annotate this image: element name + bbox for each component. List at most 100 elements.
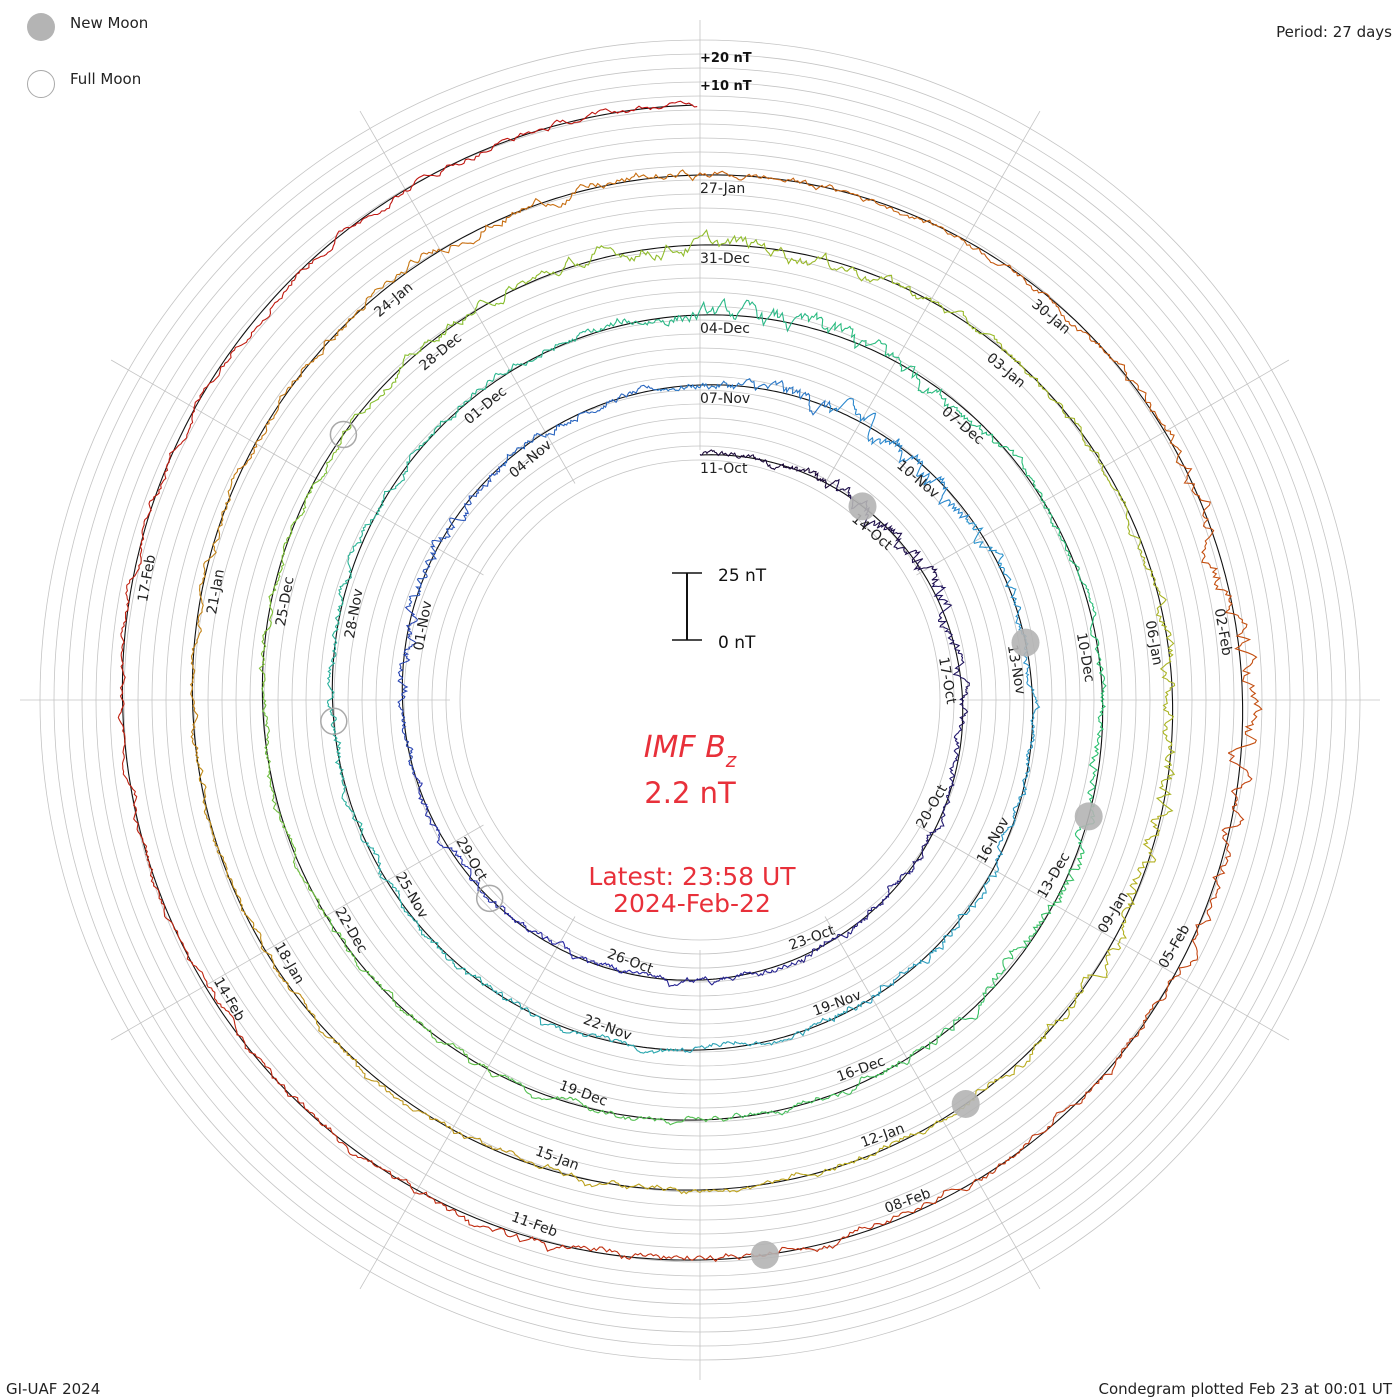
bz-trace-segment xyxy=(592,297,809,333)
bz-trace-segment xyxy=(327,916,503,1078)
bz-trace-segment xyxy=(828,397,970,520)
grid-radial-line xyxy=(110,824,484,1041)
bz-trace-segment xyxy=(676,1001,863,1054)
bz-trace-segment xyxy=(931,583,971,727)
center-latest-value: 2.2 nT xyxy=(644,776,736,810)
full-moon-marker xyxy=(320,707,348,736)
bz-trace-segment xyxy=(862,870,999,1004)
legend-new-moon-label: New Moon xyxy=(70,14,149,32)
bz-trace-segment xyxy=(803,1043,1036,1178)
center-variable-label: IMF Bz xyxy=(644,730,737,772)
bz-trace-segment xyxy=(195,754,308,1010)
date-label: 23-Oct xyxy=(787,922,838,953)
date-label: 16-Dec xyxy=(835,1053,887,1085)
bz-trace-segment xyxy=(654,377,831,416)
date-label: 04-Dec xyxy=(700,321,750,337)
bz-trace-segment xyxy=(614,100,698,114)
moon-layer xyxy=(320,420,1103,1269)
bz-trace-segment xyxy=(502,1074,732,1126)
bz-trace-segment xyxy=(491,988,678,1054)
bz-trace-segment xyxy=(796,865,915,964)
date-label: 28-Nov xyxy=(342,587,366,639)
bz-trace-segment xyxy=(1178,463,1263,754)
series-layer xyxy=(117,100,1263,1262)
bz-trace-segment xyxy=(419,169,698,258)
date-label: 09-Jan xyxy=(1095,889,1131,936)
credit-label: GI-UAF 2024 xyxy=(6,1380,101,1398)
bz-trace-segment xyxy=(233,257,421,476)
bz-trace-segment xyxy=(307,1009,535,1165)
date-label: 27-Jan xyxy=(700,181,745,197)
full-moon-marker xyxy=(329,420,358,449)
full-moon-marker xyxy=(475,884,504,913)
ring-scale-label-20: +20 nT xyxy=(700,51,752,66)
date-label: 07-Nov xyxy=(700,391,750,407)
bz-trace-segment xyxy=(502,905,644,975)
grid-radial-line xyxy=(824,110,1041,484)
full-moon-legend-icon xyxy=(27,70,55,98)
bz-trace-segment xyxy=(912,725,963,866)
new-moon-marker xyxy=(1011,628,1040,657)
grid-radial-line xyxy=(916,824,1290,1041)
label-layer: 11-Oct14-Oct17-Oct20-Oct23-Oct26-Oct29-O… xyxy=(135,181,1235,1241)
date-label: 31-Dec xyxy=(700,251,750,267)
ring-scale-label-10: +10 nT xyxy=(700,79,752,94)
date-label: 01-Nov xyxy=(411,600,435,652)
new-moon-legend-icon xyxy=(27,13,55,41)
date-label: 10-Dec xyxy=(1073,632,1097,684)
bz-trace-segment xyxy=(533,1163,804,1195)
bz-trace-segment xyxy=(189,475,235,756)
new-moon-marker xyxy=(951,1090,980,1118)
new-moon-marker xyxy=(848,492,877,521)
date-label: 22-Dec xyxy=(331,905,370,956)
bz-trace-segment xyxy=(307,1109,587,1252)
bz-trace-segment xyxy=(643,962,798,988)
date-label: 26-Oct xyxy=(605,946,656,977)
bz-trace-segment xyxy=(891,1036,1136,1220)
bz-trace-segment xyxy=(730,1030,944,1120)
bz-trace-segment xyxy=(807,311,993,436)
date-label: 03-Jan xyxy=(983,350,1028,391)
bz-trace-segment xyxy=(1140,554,1176,815)
grid-radial-line xyxy=(824,916,1041,1290)
date-label: 21-Jan xyxy=(204,568,228,615)
bz-trace-segment xyxy=(699,449,837,489)
bz-trace-segment xyxy=(258,454,334,688)
period-label: Period: 27 days xyxy=(1276,23,1392,41)
grid-radial-line xyxy=(359,110,576,484)
bz-trace-segment xyxy=(332,285,515,456)
grid-radial-line xyxy=(110,359,484,576)
bz-trace-segment xyxy=(991,434,1097,630)
date-label: 25-Nov xyxy=(392,870,431,921)
date-label: 17-Oct xyxy=(935,656,959,706)
bz-trace-segment xyxy=(761,242,998,343)
bz-trace-segment xyxy=(261,686,329,918)
scale-bar-top-label: 25 nT xyxy=(718,566,767,586)
legend-full-moon-label: Full Moon xyxy=(70,70,142,88)
date-label: 02-Feb xyxy=(1211,607,1235,657)
bz-trace-segment xyxy=(142,841,308,1111)
grid-layer xyxy=(20,20,1380,1380)
date-label: 18-Jan xyxy=(271,940,307,987)
bz-trace-segment xyxy=(1135,752,1253,1038)
bz-trace-segment xyxy=(407,465,503,608)
date-label: 06-Jan xyxy=(1142,619,1166,666)
new-moon-marker xyxy=(750,1240,779,1269)
date-label: 19-Nov xyxy=(811,987,864,1019)
date-label: 12-Jan xyxy=(859,1121,907,1152)
bz-trace-segment xyxy=(326,636,364,839)
plotted-timestamp: Condegram plotted Feb 23 at 00:01 UT xyxy=(1098,1380,1392,1398)
bz-trace-segment xyxy=(1035,813,1168,1045)
scale-bar: 25 nT 0 nT xyxy=(672,566,767,653)
bz-trace-segment xyxy=(397,606,419,774)
bz-trace-segment xyxy=(585,1219,893,1262)
bz-trace-segment xyxy=(418,328,593,450)
bz-trace-segment xyxy=(697,170,980,250)
bz-trace-segment xyxy=(331,449,420,638)
bz-trace-segment xyxy=(501,384,655,467)
bz-trace-segment xyxy=(323,108,615,257)
bz-trace-segment xyxy=(965,518,1032,688)
bz-trace-segment xyxy=(360,838,493,989)
bz-trace-segment xyxy=(995,686,1041,871)
